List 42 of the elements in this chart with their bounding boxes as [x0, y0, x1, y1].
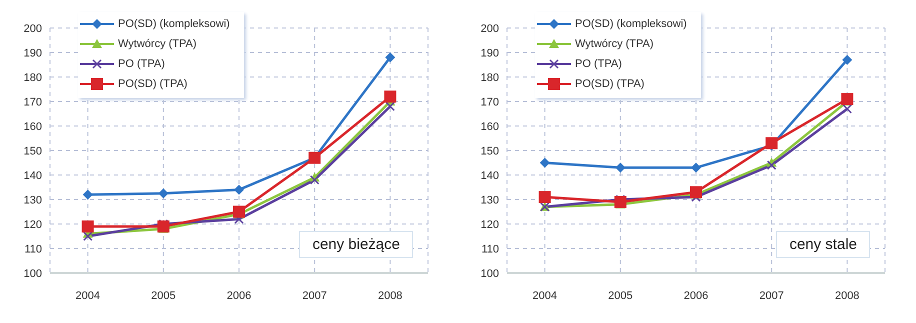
y-tick-label: 160	[24, 120, 42, 133]
x-tick-label: 2007	[759, 290, 784, 302]
y-tick-label: 180	[24, 72, 42, 84]
y-tick-label: 170	[480, 96, 499, 108]
y-tick-label: 140	[480, 170, 499, 182]
x-tick-label: 2004	[532, 290, 558, 302]
x-tick-label: 2005	[608, 290, 633, 302]
x-tick-label: 2006	[226, 290, 252, 302]
y-tick-label: 180	[480, 72, 499, 84]
y-tick-label: 130	[480, 194, 499, 206]
y-tick-label: 100	[480, 268, 499, 280]
legend-label: PO(SD) (kompleksowi)	[575, 18, 687, 30]
legend-label: PO (TPA)	[575, 58, 622, 70]
annotation: ceny stale	[776, 231, 870, 258]
y-tick-label: 140	[24, 170, 42, 182]
y-tick-label: 200	[24, 22, 42, 35]
legend-label: PO(SD) (kompleksowi)	[118, 18, 230, 30]
y-tick-label: 190	[480, 47, 499, 60]
y-tick-label: 120	[24, 218, 42, 231]
legend-label: PO(SD) (TPA)	[575, 78, 644, 90]
y-tick-label: 120	[480, 218, 499, 231]
legend-label: PO(SD) (TPA)	[118, 78, 188, 90]
y-tick-label: 160	[480, 120, 499, 133]
y-tick-label: 100	[24, 268, 42, 280]
y-tick-label: 110	[481, 243, 499, 256]
legend-label: Wytwórcy (TPA)	[575, 38, 654, 50]
x-tick-label: 2006	[684, 290, 708, 302]
legend-label: Wytwórcy (TPA)	[118, 38, 197, 50]
legend-label: PO (TPA)	[118, 58, 165, 70]
x-tick-label: 2008	[378, 290, 402, 302]
y-tick-label: 200	[480, 22, 499, 35]
y-tick-label: 150	[480, 145, 499, 158]
y-tick-label: 170	[24, 96, 42, 108]
x-tick-label: 2005	[151, 290, 176, 302]
x-tick-label: 2004	[76, 290, 100, 302]
x-tick-label: 2008	[834, 290, 860, 302]
y-tick-label: 130	[24, 194, 42, 206]
annotation: ceny bieżące	[299, 231, 413, 258]
y-tick-label: 150	[24, 145, 42, 158]
x-tick-label: 2007	[302, 290, 327, 302]
y-tick-label: 190	[24, 47, 42, 60]
y-tick-label: 110	[24, 243, 42, 256]
